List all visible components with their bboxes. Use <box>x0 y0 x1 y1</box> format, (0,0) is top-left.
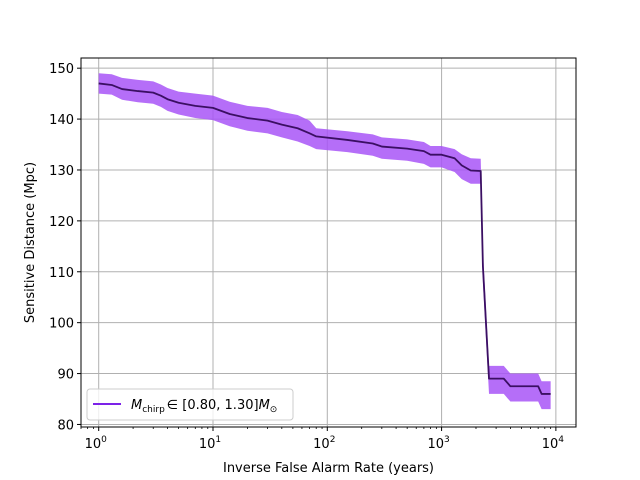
y-axis-label: Sensitive Distance (Mpc) <box>23 162 38 323</box>
legend-symbol: M <box>131 398 142 413</box>
legend-subscript: chirp <box>142 405 165 415</box>
x-tick-exponent: 2 <box>330 435 336 445</box>
y-tick-label: 120 <box>49 215 74 230</box>
x-axis-label: Inverse False Alarm Rate (years) <box>223 461 434 476</box>
y-tick-label: 100 <box>49 317 74 332</box>
legend: Mchirp ∈ [0.80, 1.30]M⊙ <box>87 389 293 420</box>
x-tick-base: 10 <box>542 437 559 452</box>
y-tick-label: 150 <box>49 62 74 77</box>
legend-range: ∈ [0.80, 1.30] <box>167 398 259 413</box>
y-tick-label: 130 <box>49 164 74 179</box>
x-tick-base: 10 <box>199 437 216 452</box>
y-tick-label: 80 <box>57 418 74 433</box>
x-tick-exponent: 0 <box>101 435 107 445</box>
x-tick-base: 10 <box>313 437 330 452</box>
y-tick-label: 90 <box>57 368 74 383</box>
legend-unit-subscript: ⊙ <box>270 405 278 415</box>
y-tick-label: 110 <box>49 266 74 281</box>
x-tick-exponent: 4 <box>558 435 564 445</box>
y-tick-label: 140 <box>49 113 74 128</box>
legend-unit: M <box>259 398 270 413</box>
x-tick-exponent: 1 <box>215 435 221 445</box>
x-tick-base: 10 <box>85 437 102 452</box>
x-tick-base: 10 <box>427 437 444 452</box>
x-tick-exponent: 3 <box>444 435 450 445</box>
